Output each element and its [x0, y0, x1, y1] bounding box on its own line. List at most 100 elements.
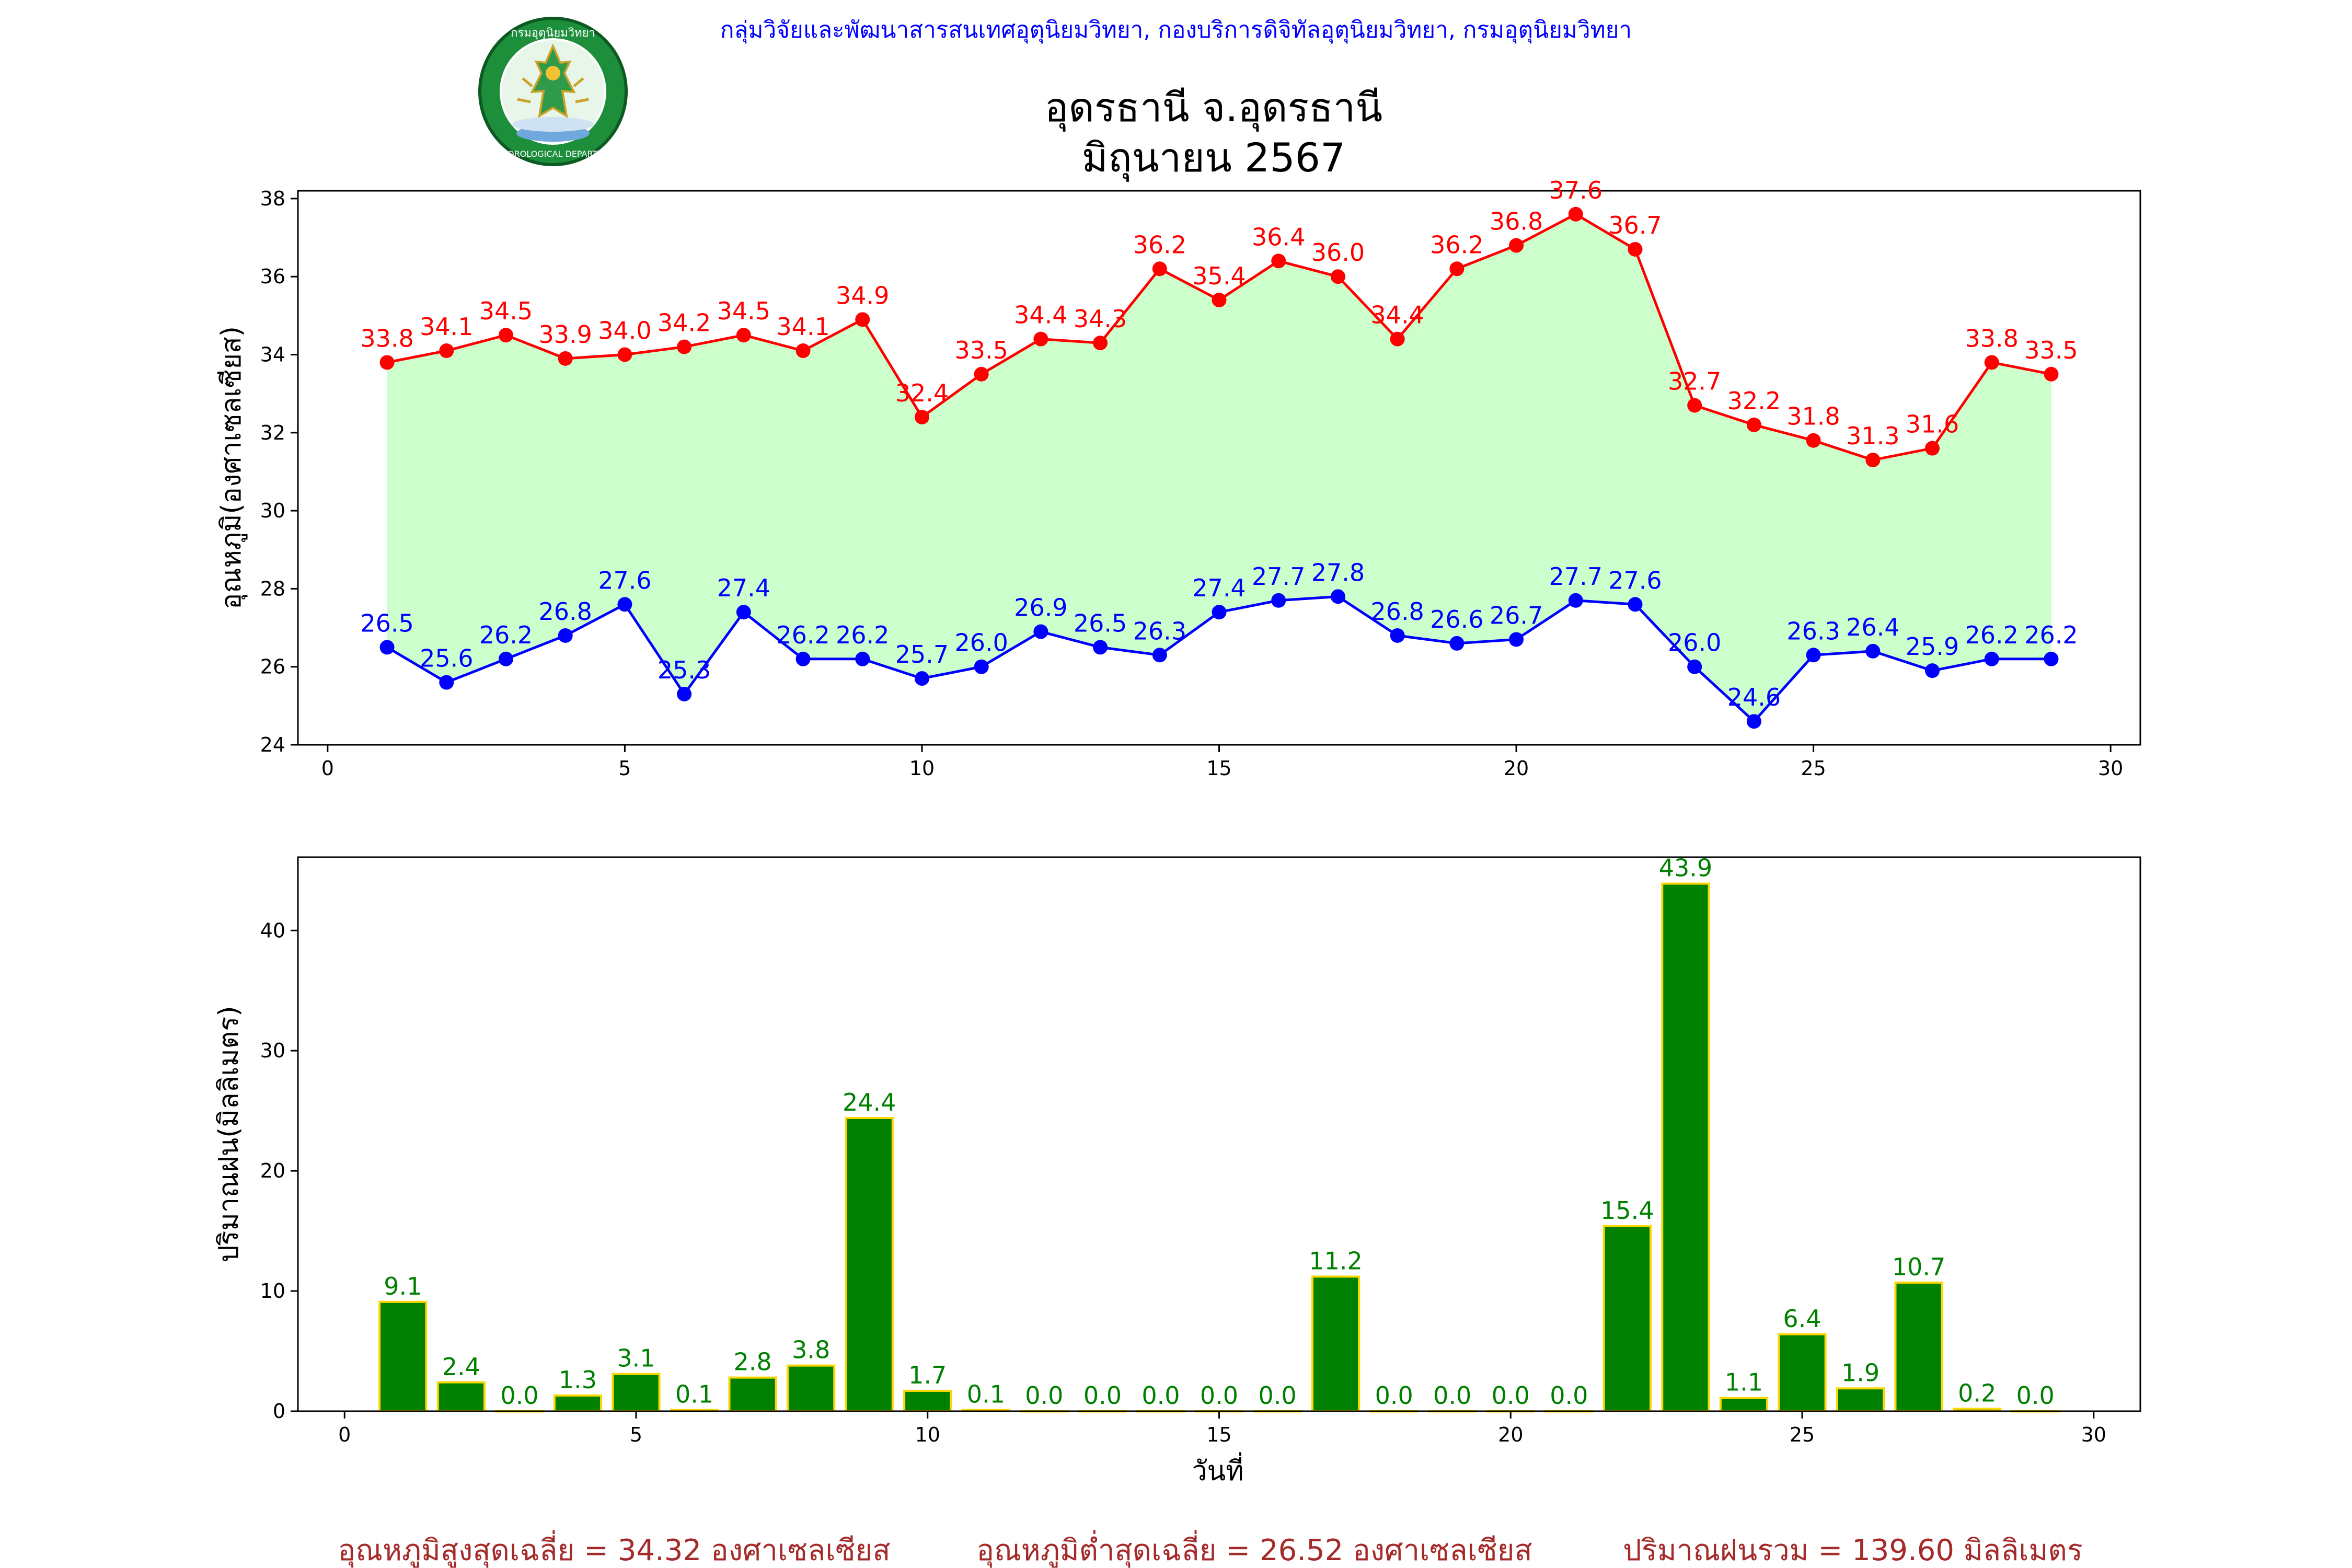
temperature-max-point [914, 409, 929, 424]
temperature-min-point [1509, 632, 1524, 647]
temperature-min-point [2044, 651, 2059, 666]
temperature-min-data-label: 27.4 [1192, 574, 1246, 602]
temperature-min-data-label: 26.3 [1786, 617, 1840, 645]
rainfall-x-axis-label: วันที่ [1192, 1452, 1243, 1487]
temperature-min-point [1212, 605, 1227, 620]
rainfall-bar [845, 1116, 894, 1412]
rainfall-data-label: 2.8 [734, 1348, 772, 1376]
rainfall-data-label: 43.9 [1659, 854, 1712, 882]
temperature-max-data-label: 36.7 [1608, 211, 1662, 239]
rainfall-data-label: 0.0 [1258, 1381, 1296, 1410]
logo-text-bottom: METEOROLOGICAL DEPARTMENT [485, 149, 621, 159]
temperature-y-tick-label: 30 [260, 499, 285, 522]
rainfall-data-label: 0.0 [1433, 1381, 1471, 1410]
temperature-min-point [1984, 651, 1999, 666]
temperature-min-point [1152, 648, 1167, 663]
rainfall-bar [1311, 1275, 1361, 1413]
rainfall-plot-frame [297, 856, 2141, 1412]
rainfall-data-label: 0.0 [500, 1381, 538, 1410]
temperature-max-data-label: 35.4 [1192, 262, 1246, 290]
rainfall-x-tick-label: 20 [1498, 1423, 1523, 1446]
temperature-max-point [795, 343, 811, 359]
temperature-max-data-label: 34.2 [658, 309, 711, 337]
temperature-max-data-label: 34.1 [776, 313, 829, 341]
temperature-max-point [1746, 417, 1761, 432]
rainfall-data-label: 6.4 [1783, 1305, 1821, 1333]
temperature-min-point [914, 671, 929, 686]
temperature-max-point [379, 355, 395, 370]
temperature-min-data-label: 26.2 [1965, 621, 2019, 649]
temperature-min-data-label: 26.9 [1014, 594, 1067, 622]
temperature-min-data-label: 27.8 [1311, 558, 1365, 586]
temperature-x-tick-label: 15 [1206, 757, 1231, 780]
temperature-max-data-label: 31.8 [1786, 402, 1840, 431]
rainfall-bar [728, 1376, 777, 1412]
temperature-min-point [795, 651, 811, 666]
temperature-max-point [1271, 253, 1286, 269]
rainfall-y-tick-label: 0 [273, 1400, 285, 1423]
temperature-y-tick-label: 38 [260, 187, 285, 210]
rainfall-data-label: 10.7 [1892, 1253, 1945, 1281]
rainfall-data-label: 0.0 [1142, 1381, 1180, 1410]
temperature-min-point [855, 651, 870, 666]
temperature-max-data-label: 36.2 [1133, 230, 1186, 259]
temperature-max-data-label: 33.8 [1965, 324, 2019, 352]
temperature-max-data-label: 32.4 [895, 379, 949, 407]
rainfall-bar [787, 1364, 836, 1413]
rainfall-data-label: 1.3 [559, 1366, 597, 1394]
temperature-min-data-label: 27.7 [1549, 562, 1602, 591]
rainfall-data-label: 0.0 [1025, 1381, 1063, 1410]
rainfall-data-label: 3.8 [792, 1336, 830, 1364]
rainfall-data-label: 0.1 [675, 1380, 713, 1409]
temperature-min-data-label: 26.2 [479, 621, 533, 649]
rainfall-data-label: 24.4 [843, 1088, 896, 1116]
temperature-max-point [1925, 441, 1940, 456]
temperature-min-point [379, 640, 395, 655]
temperature-max-point [855, 312, 870, 327]
temperature-max-point [1865, 453, 1881, 468]
rainfall-data-label: 9.1 [384, 1272, 422, 1300]
temperature-max-data-label: 36.2 [1430, 230, 1483, 259]
temperature-y-axis-label: อุณหภูมิ(องศาเซลเซียส) [216, 326, 248, 609]
temperature-max-point [677, 339, 692, 354]
rainfall-chart: 0 5 10 15 20 25 30 0 10 20 30 40 9.1 2.4 0.0 1.3 3.1 0.1… [213, 854, 2141, 1487]
summary-avg-max-temp: อุณหภูมิสูงสุดเฉลี่ย = 34.32 องศาเซลเซีย… [338, 1530, 890, 1568]
temperature-min-data-label: 26.7 [1490, 601, 1543, 629]
rainfall-data-label: 2.4 [442, 1353, 480, 1381]
temperature-min-point [1628, 597, 1643, 612]
temperature-min-data-label: 26.2 [776, 621, 829, 649]
temperature-min-data-label: 26.2 [836, 621, 889, 649]
temperature-y-tick-label: 36 [260, 265, 285, 288]
rainfall-data-label: 1.1 [1725, 1368, 1763, 1397]
temperature-min-data-label: 26.0 [1668, 629, 1721, 657]
temperature-max-data-label: 31.3 [1846, 422, 1899, 450]
rainfall-data-label: 0.2 [1958, 1379, 1996, 1407]
temperature-min-point [498, 651, 513, 666]
temperature-min-data-label: 26.8 [1370, 597, 1424, 626]
rainfall-bar [1719, 1397, 1769, 1413]
temperature-min-point [439, 675, 454, 690]
rainfall-y-axis-label: ปริมาณฝน(มิลลิเมตร) [213, 1006, 245, 1262]
temperature-max-point [1628, 241, 1643, 257]
temperature-max-data-label: 36.4 [1252, 223, 1305, 251]
temperature-range-fill [387, 214, 2051, 722]
rainfall-y-tick-label: 40 [260, 919, 285, 942]
temperature-max-point [1509, 238, 1524, 253]
temperature-min-point [558, 628, 573, 643]
temperature-max-point [1687, 398, 1702, 413]
temperature-min-point [1568, 593, 1583, 608]
temperature-max-point [498, 328, 513, 343]
org-line: กลุ่มวิจัยและพัฒนาสารสนเทศอุตุนิยมวิทยา,… [720, 17, 1632, 44]
temperature-max-data-label: 33.5 [954, 336, 1008, 364]
temperature-max-point [439, 343, 454, 359]
temperature-x-tick-label: 20 [1504, 757, 1529, 780]
temperature-max-data-label: 34.9 [836, 281, 889, 309]
rainfall-bar [1661, 882, 1710, 1412]
temperature-max-point [617, 347, 632, 362]
rainfall-data-label: 11.2 [1309, 1247, 1362, 1275]
temperature-y-tick-label: 34 [260, 343, 285, 366]
temperature-max-data-label: 37.6 [1549, 176, 1602, 204]
temperature-min-data-label: 26.8 [538, 597, 592, 626]
temperature-max-point [1568, 206, 1583, 222]
rainfall-x-tick-label: 5 [630, 1423, 642, 1446]
